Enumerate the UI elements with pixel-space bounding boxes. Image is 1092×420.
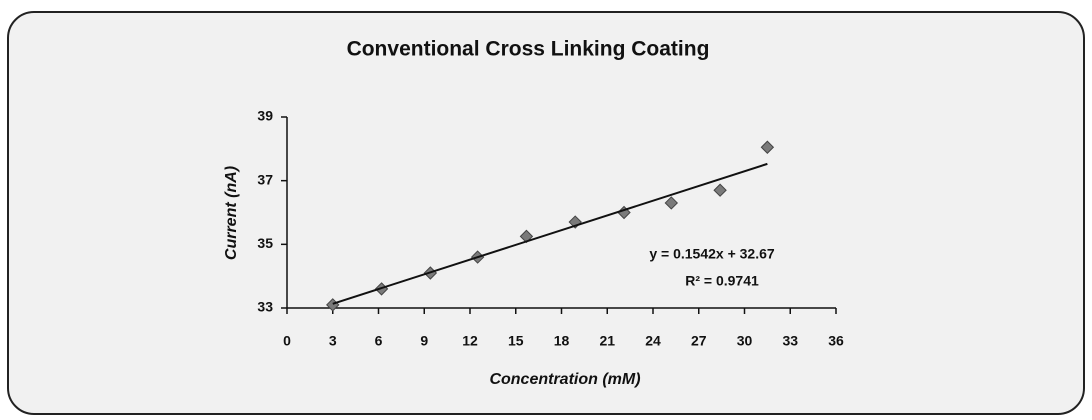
x-tick-label: 15 (508, 333, 524, 349)
chart-title: Conventional Cross Linking Coating (347, 38, 710, 61)
x-tick-label: 18 (554, 333, 570, 349)
x-axis-label: Concentration (mM) (489, 371, 640, 388)
trendline-r2: R² = 0.9741 (685, 273, 759, 289)
y-tick-label: 33 (257, 299, 273, 315)
x-tick-label: 36 (828, 333, 844, 349)
y-tick-label: 39 (257, 108, 273, 124)
x-tick-label: 21 (599, 333, 615, 349)
x-tick-label: 3 (329, 333, 337, 349)
trendline-equation: y = 0.1542x + 32.67 (649, 246, 775, 262)
x-tick-label: 24 (645, 333, 661, 349)
chart-frame (7, 11, 1085, 415)
point (664, 196, 679, 210)
x-tick-label: 33 (782, 333, 798, 349)
x-tick-label: 9 (420, 333, 428, 349)
y-tick-label: 37 (257, 171, 273, 187)
trendline (332, 162, 768, 305)
point (713, 183, 727, 197)
x-tick-label: 6 (375, 333, 383, 349)
x-tick-label: 27 (691, 333, 707, 349)
x-tick-label: 12 (462, 333, 478, 349)
y-tick-label: 35 (257, 235, 273, 251)
point (760, 140, 775, 154)
x-tick-label: 0 (283, 333, 291, 349)
y-axis-label: Current (nA) (223, 166, 240, 260)
x-tick-label: 30 (737, 333, 753, 349)
